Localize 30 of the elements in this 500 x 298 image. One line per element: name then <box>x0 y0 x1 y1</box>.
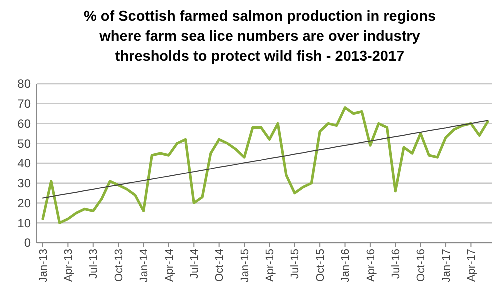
x-tick-label: Oct-14 <box>214 249 226 282</box>
x-tick-label: Apr-14 <box>164 249 176 282</box>
x-tick-label: Apr-15 <box>264 249 277 282</box>
y-tick-label: 30 <box>18 176 32 191</box>
y-tick-label: 70 <box>18 97 32 112</box>
y-tick-label: 50 <box>18 136 32 151</box>
x-tick-label: Jul-13 <box>88 249 100 279</box>
y-tick-label: 0 <box>24 236 32 250</box>
x-tick-label: Apr-16 <box>365 249 378 282</box>
y-tick-label: 10 <box>18 216 32 230</box>
y-tick-label: 40 <box>18 156 32 171</box>
x-tick-label: Apr-17 <box>466 249 478 282</box>
x-tick-label: Jan-14 <box>138 249 151 283</box>
line-series <box>42 120 488 199</box>
x-tick-label: Oct-15 <box>314 249 327 282</box>
x-tick-label: Jan-16 <box>340 249 352 283</box>
y-tick-label: 60 <box>18 116 32 131</box>
x-tick-label: Oct-13 <box>113 249 126 282</box>
y-tick-label: 80 <box>18 77 32 92</box>
chart-title: % of Scottish farmed salmon production in regions where farm sea lice numbers are over industry thresholds to protect wild fish - 2013-2017 <box>84 9 436 65</box>
x-tick-label: Jul-14 <box>188 249 201 279</box>
x-tick-label: Apr-13 <box>63 249 76 282</box>
line-series <box>42 106 490 224</box>
x-tick-label: Jul-15 <box>290 249 302 279</box>
x-tick-label: Jan-13 <box>38 249 50 283</box>
x-tick-label: Jan-15 <box>239 249 252 283</box>
x-tick-label: Oct-16 <box>416 249 428 282</box>
x-tick-label: Jul-16 <box>390 249 402 279</box>
x-tick-label: Jan-17 <box>440 249 453 283</box>
y-tick-label: 20 <box>18 196 32 210</box>
